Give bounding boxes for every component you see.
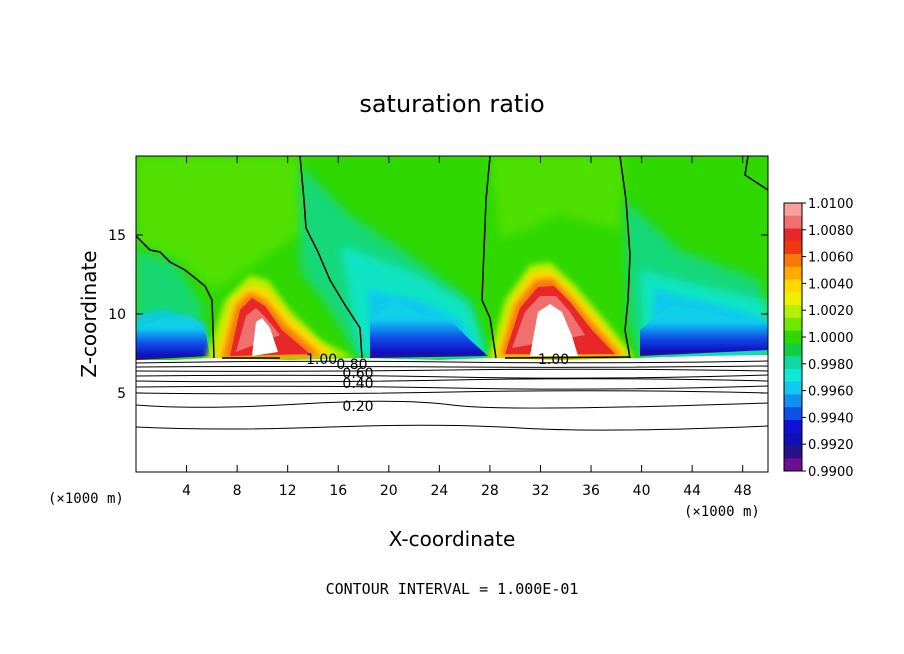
colorbar-swatch (784, 432, 802, 446)
x-tick-label: 12 (279, 483, 297, 499)
x-tick-label: 20 (380, 483, 398, 499)
contour-labels: 1.00 1.000.800.600.400.20 (306, 352, 569, 415)
colorbar-swatch (784, 343, 802, 357)
contour-label: 1.00 (538, 352, 569, 368)
x-tick-label: 48 (734, 483, 752, 499)
colorbar-swatch (784, 458, 802, 472)
y-axis: 5 10 15 (108, 228, 768, 402)
colorbar-tick-label: 0.9920 (808, 438, 854, 453)
contour-interval-note: CONTOUR INTERVAL = 1.000E-01 (326, 580, 579, 598)
colorbar: 1.0100 1.0080 1.0060 1.0040 1.0020 1.0000 0.99… (783, 197, 854, 480)
x-tick-label: 32 (532, 483, 550, 499)
y-tick-label: 10 (108, 307, 126, 323)
colorbar-tick-label: 1.0100 (808, 197, 854, 212)
colorbar-swatch (784, 241, 802, 255)
colorbar-tick-label: 1.0040 (808, 277, 854, 292)
x-axis: 4 8 12 16 20 24 28 32 36 40 44 48 (182, 156, 752, 499)
colorbar-swatch (784, 266, 802, 281)
contour-label: 0.60 (342, 366, 373, 382)
contour-label: 1.00 (306, 352, 337, 368)
colorbar-tick-label: 1.0000 (808, 331, 854, 346)
x-tick-label: 24 (430, 483, 448, 499)
x-tick-label: 4 (182, 483, 191, 499)
colorbar-swatch (784, 445, 802, 459)
x-tick-label: 28 (481, 483, 499, 499)
x-unit-label-left: (×1000 m) (48, 491, 124, 507)
colorbar-tick-label: 1.0020 (808, 304, 854, 319)
colorbar-swatch (784, 407, 802, 421)
colorbar-swatch (784, 394, 802, 408)
x-tick-label: 40 (633, 483, 651, 499)
colorbar-swatch (784, 330, 802, 344)
contour-label: 0.40 (342, 376, 373, 392)
x-axis-title: X-coordinate (389, 527, 516, 551)
colorbar-swatch (784, 368, 802, 383)
x-tick-label: 8 (233, 483, 242, 499)
colorbar-tick-label: 1.0060 (808, 251, 854, 266)
colorbar-swatch (784, 381, 802, 395)
colorbar-swatch (784, 356, 802, 370)
y-tick-label: 15 (108, 228, 126, 244)
colorbar-tick-label: 0.9900 (808, 465, 854, 480)
contour-label: 0.20 (342, 399, 373, 415)
x-unit-label-right: (×1000 m) (684, 504, 760, 520)
x-tick-label: 44 (683, 483, 701, 499)
y-tick-label: 5 (117, 386, 126, 402)
colorbar-tick-label: 0.9960 (808, 385, 854, 400)
colorbar-swatch (784, 419, 802, 434)
colorbar-swatch (784, 215, 802, 230)
colorbar-swatch (784, 203, 802, 217)
colorbar-swatch (784, 305, 802, 319)
heatmap-field (136, 156, 768, 472)
chart-title: saturation ratio (359, 90, 544, 118)
colorbar-swatch (784, 279, 802, 293)
y-axis-title: Z-coordinate (77, 250, 101, 377)
colorbar-tick-label: 0.9980 (808, 358, 854, 373)
x-tick-label: 36 (582, 483, 600, 499)
x-tick-label: 16 (329, 483, 347, 499)
colorbar-tick-label: 1.0080 (808, 224, 854, 239)
colorbar-tick-label: 0.9940 (808, 411, 854, 426)
colorbar-swatch (784, 317, 802, 332)
colorbar-swatch (784, 228, 802, 242)
contour-label: 0.80 (336, 357, 367, 373)
colorbar-swatch (784, 254, 802, 268)
colorbar-swatch (784, 292, 802, 306)
